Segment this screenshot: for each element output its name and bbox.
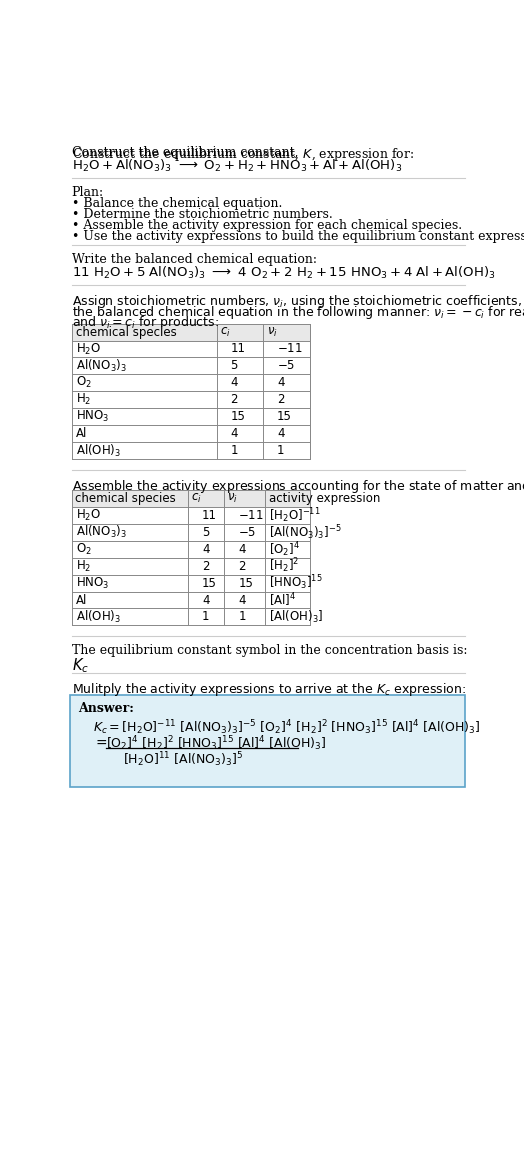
Text: $[\mathrm{H_2}]^2$: $[\mathrm{H_2}]^2$ xyxy=(269,557,300,576)
Text: 4: 4 xyxy=(277,377,285,390)
Text: $\mathrm{H_2O + Al(NO_3)_3 \ \longrightarrow \ O_2 + H_2 + HNO_3 + Al + Al(OH)_3: $\mathrm{H_2O + Al(NO_3)_3 \ \longrighta… xyxy=(72,158,402,174)
Text: 5: 5 xyxy=(202,526,209,538)
Text: $\mathrm{H_2}$: $\mathrm{H_2}$ xyxy=(75,558,91,573)
Text: $[\mathrm{O_2}]^4\ [\mathrm{H_2}]^2\ [\mathrm{HNO_3}]^{15}\ [\mathrm{Al}]^4\ [\m: $[\mathrm{O_2}]^4\ [\mathrm{H_2}]^2\ [\m… xyxy=(106,735,326,754)
Text: Assemble the activity expressions accounting for the state of matter and $\nu_i$: Assemble the activity expressions accoun… xyxy=(72,478,524,494)
Text: $\nu_i$: $\nu_i$ xyxy=(267,326,278,338)
Text: 1: 1 xyxy=(277,444,285,457)
Text: the balanced chemical equation in the following manner: $\nu_i = -c_i$ for react: the balanced chemical equation in the fo… xyxy=(72,304,524,321)
Bar xyxy=(72,323,310,341)
Text: $K_c = [\mathrm{H_2O}]^{-11}\ [\mathrm{Al(NO_3)_3}]^{-5}\ [\mathrm{O_2}]^4\ [\ma: $K_c = [\mathrm{H_2O}]^{-11}\ [\mathrm{A… xyxy=(93,718,481,736)
Text: 4: 4 xyxy=(277,427,285,441)
Text: • Determine the stoichiometric numbers.: • Determine the stoichiometric numbers. xyxy=(72,208,332,221)
Text: $-5$: $-5$ xyxy=(238,526,257,538)
Text: $\nu_i$: $\nu_i$ xyxy=(227,492,238,505)
Text: and $\nu_i = c_i$ for products:: and $\nu_i = c_i$ for products: xyxy=(72,314,219,331)
Text: chemical species: chemical species xyxy=(75,326,176,338)
FancyBboxPatch shape xyxy=(70,694,465,787)
Bar xyxy=(72,490,310,507)
Text: $K_c$: $K_c$ xyxy=(72,656,89,675)
Text: • Balance the chemical equation.: • Balance the chemical equation. xyxy=(72,198,282,211)
Text: $\mathrm{H_2O}$: $\mathrm{H_2O}$ xyxy=(75,508,101,523)
Text: $-5$: $-5$ xyxy=(277,359,296,372)
Text: $\mathrm{HNO_3}$: $\mathrm{HNO_3}$ xyxy=(75,409,109,424)
Text: Answer:: Answer: xyxy=(78,702,134,715)
Text: $[\mathrm{H_2O}]^{-11}$: $[\mathrm{H_2O}]^{-11}$ xyxy=(269,506,321,525)
Text: 4: 4 xyxy=(238,593,246,607)
Text: $\mathrm{Al(OH)_3}$: $\mathrm{Al(OH)_3}$ xyxy=(75,443,121,458)
Text: 2: 2 xyxy=(277,393,285,406)
Text: • Assemble the activity expression for each chemical species.: • Assemble the activity expression for e… xyxy=(72,219,462,231)
Text: $[\mathrm{Al}]^4$: $[\mathrm{Al}]^4$ xyxy=(269,591,297,608)
Text: 1: 1 xyxy=(238,611,246,623)
Text: 4: 4 xyxy=(231,377,238,390)
Text: 15: 15 xyxy=(238,577,253,590)
Text: $\mathrm{Al(NO_3)_3}$: $\mathrm{Al(NO_3)_3}$ xyxy=(75,525,126,541)
Text: activity expression: activity expression xyxy=(268,492,380,505)
Text: chemical species: chemical species xyxy=(75,492,176,505)
Text: 11: 11 xyxy=(231,342,246,356)
Text: $\mathrm{H_2}$: $\mathrm{H_2}$ xyxy=(75,392,91,407)
Text: $\mathrm{Al(NO_3)_3}$: $\mathrm{Al(NO_3)_3}$ xyxy=(75,358,126,374)
Text: • Use the activity expressions to build the equilibrium constant expression.: • Use the activity expressions to build … xyxy=(72,229,524,243)
Bar xyxy=(72,490,310,626)
Text: 4: 4 xyxy=(231,427,238,441)
Text: $[\mathrm{H_2O}]^{11}\ [\mathrm{Al(NO_3)_3}]^5$: $[\mathrm{H_2O}]^{11}\ [\mathrm{Al(NO_3)… xyxy=(123,750,243,769)
Text: Construct the equilibrium constant,: Construct the equilibrium constant, xyxy=(72,145,302,158)
Text: 1: 1 xyxy=(202,611,210,623)
Text: 4: 4 xyxy=(202,543,210,556)
Text: Al: Al xyxy=(75,427,87,441)
Text: $[\mathrm{Al(OH)_3}]$: $[\mathrm{Al(OH)_3}]$ xyxy=(269,609,324,625)
Text: 4: 4 xyxy=(202,593,210,607)
Text: $[\mathrm{O_2}]^4$: $[\mathrm{O_2}]^4$ xyxy=(269,540,300,558)
Text: $\mathrm{O_2}$: $\mathrm{O_2}$ xyxy=(75,542,91,557)
Text: $\mathrm{O_2}$: $\mathrm{O_2}$ xyxy=(75,376,91,391)
Text: Construct the equilibrium constant, $K$, expression for:: Construct the equilibrium constant, $K$,… xyxy=(72,145,414,163)
Text: $[\mathrm{Al(NO_3)_3}]^{-5}$: $[\mathrm{Al(NO_3)_3}]^{-5}$ xyxy=(269,523,342,542)
Text: 4: 4 xyxy=(238,543,246,556)
Text: $\mathrm{H_2O}$: $\mathrm{H_2O}$ xyxy=(75,342,101,357)
Text: $c_i$: $c_i$ xyxy=(191,492,202,505)
Text: 5: 5 xyxy=(231,359,238,372)
Text: $\mathrm{11\ H_2O + 5\ Al(NO_3)_3 \ \longrightarrow \ 4\ O_2 + 2\ H_2 + 15\ HNO_: $\mathrm{11\ H_2O + 5\ Al(NO_3)_3 \ \lon… xyxy=(72,265,495,281)
Text: Mulitply the activity expressions to arrive at the $K_c$ expression:: Mulitply the activity expressions to arr… xyxy=(72,680,466,698)
Text: Write the balanced chemical equation:: Write the balanced chemical equation: xyxy=(72,252,316,266)
Text: 1: 1 xyxy=(231,444,238,457)
Text: $[\mathrm{HNO_3}]^{15}$: $[\mathrm{HNO_3}]^{15}$ xyxy=(269,573,323,592)
Text: 15: 15 xyxy=(202,577,217,590)
Text: 2: 2 xyxy=(238,559,246,572)
Text: 11: 11 xyxy=(202,509,217,522)
Text: 15: 15 xyxy=(277,411,292,423)
Text: Plan:: Plan: xyxy=(72,186,104,199)
Text: $\mathrm{HNO_3}$: $\mathrm{HNO_3}$ xyxy=(75,576,109,591)
Text: $c_i$: $c_i$ xyxy=(221,326,231,338)
Text: $-11$: $-11$ xyxy=(277,342,303,356)
Text: $=$: $=$ xyxy=(93,735,108,749)
Text: $-11$: $-11$ xyxy=(238,509,264,522)
Text: Al: Al xyxy=(75,593,87,607)
Text: $\mathrm{Al(OH)_3}$: $\mathrm{Al(OH)_3}$ xyxy=(75,609,121,625)
Text: 2: 2 xyxy=(202,559,210,572)
Text: Assign stoichiometric numbers, $\nu_i$, using the stoichiometric coefficients, $: Assign stoichiometric numbers, $\nu_i$, … xyxy=(72,293,524,309)
Bar xyxy=(72,323,310,459)
Text: 2: 2 xyxy=(231,393,238,406)
Text: 15: 15 xyxy=(231,411,245,423)
Text: The equilibrium constant symbol in the concentration basis is:: The equilibrium constant symbol in the c… xyxy=(72,644,467,657)
